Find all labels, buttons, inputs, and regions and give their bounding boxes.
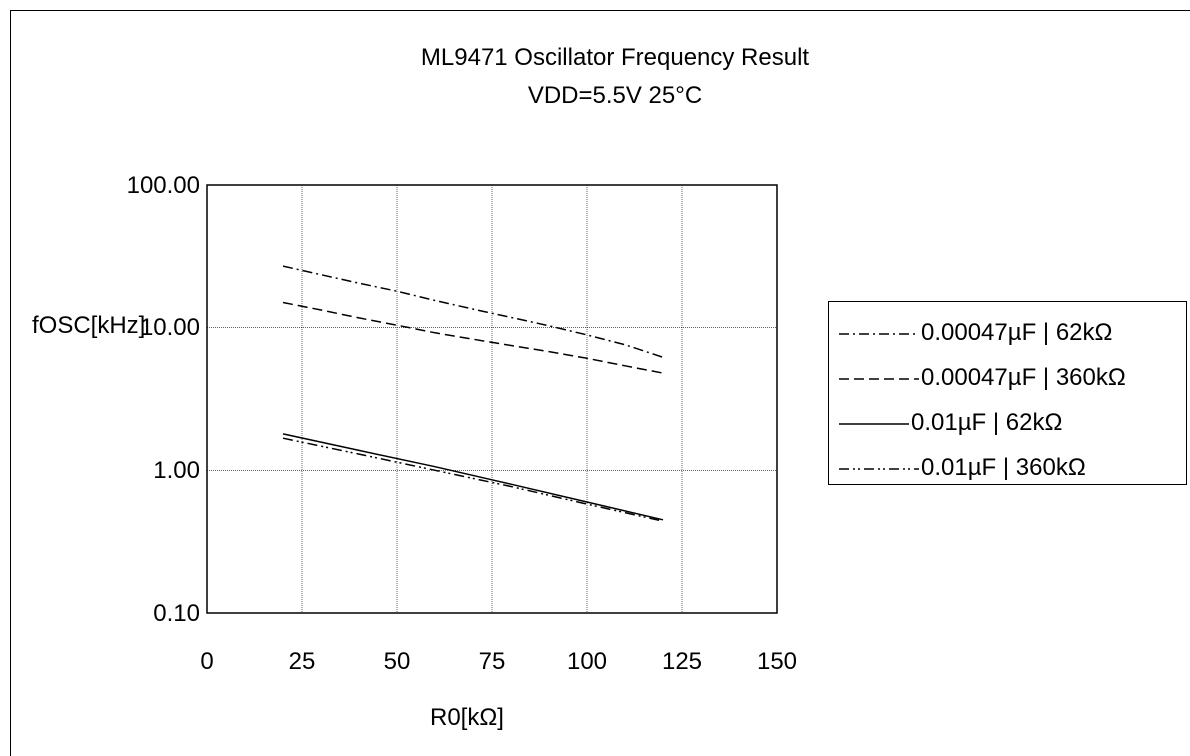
legend-line-solid — [839, 423, 909, 425]
x-tick-label: 75 — [478, 648, 506, 675]
legend-line-dash-dot-dot — [839, 468, 919, 470]
y-tick-label: 0.10 — [153, 600, 200, 627]
series-line-2 — [282, 301, 664, 374]
chart-subtitle: VDD=5.5V 25°C — [527, 82, 703, 109]
legend: 0.00047µF | 62kΩ 0.00047µF | 360kΩ 0.01µ… — [828, 301, 1187, 485]
legend-label: 0.01µF | 360kΩ — [921, 454, 1086, 481]
legend-label: 0.01µF | 62kΩ — [911, 409, 1063, 436]
legend-item: 0.01µF | 360kΩ — [829, 454, 1186, 484]
y-tick-label: 1.00 — [153, 457, 200, 484]
plot-area-border — [206, 184, 778, 614]
x-tick-label: 0 — [200, 648, 214, 675]
y-tick-label: 100.00 — [126, 172, 200, 199]
chart-frame — [10, 10, 1190, 756]
series-line-4 — [282, 437, 664, 522]
x-axis-label: R0[kΩ] — [430, 704, 504, 731]
legend-line-dash-dot — [839, 333, 919, 335]
legend-label: 0.00047µF | 62kΩ — [921, 319, 1113, 346]
series-line-3 — [282, 433, 664, 521]
grid-lines — [207, 185, 777, 613]
x-tick-label: 150 — [756, 648, 798, 675]
legend-item: 0.00047µF | 360kΩ — [829, 364, 1186, 394]
y-tick-label: 10.00 — [139, 314, 200, 341]
legend-label: 0.00047µF | 360kΩ — [921, 364, 1126, 391]
x-tick-label: 100 — [566, 648, 608, 675]
y-axis-label: fOSC[kHz] — [32, 312, 146, 339]
series-line-1 — [282, 265, 664, 359]
x-tick-label: 50 — [383, 648, 411, 675]
chart-title: ML9471 Oscillator Frequency Result — [420, 44, 810, 71]
series-lines — [282, 265, 664, 522]
legend-item: 0.01µF | 62kΩ — [829, 409, 1186, 439]
legend-item: 0.00047µF | 62kΩ — [829, 319, 1186, 349]
legend-line-dash — [839, 378, 919, 380]
x-tick-label: 25 — [288, 648, 316, 675]
x-tick-label: 125 — [661, 648, 703, 675]
